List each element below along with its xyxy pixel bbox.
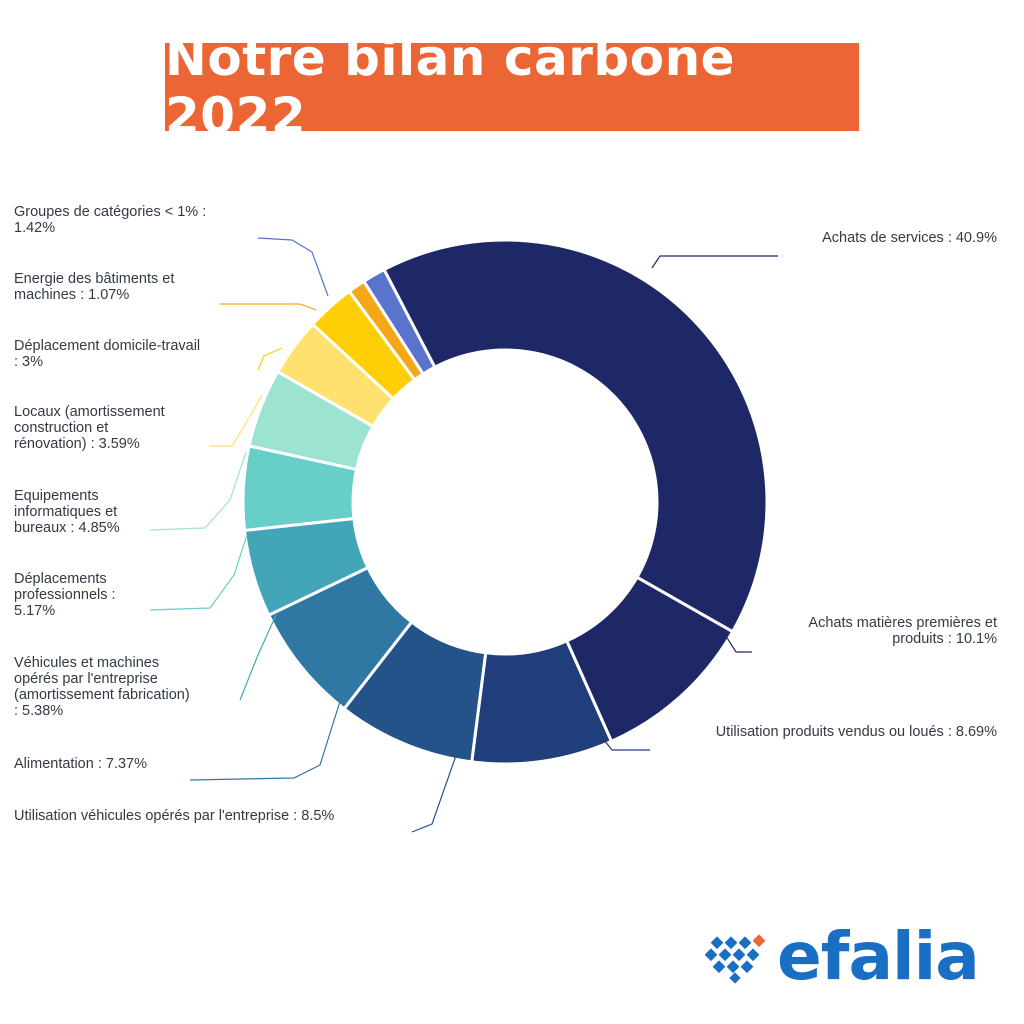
leader-line	[149, 534, 248, 611]
efalia-logo: efalia	[704, 918, 995, 995]
donut-slice[interactable]	[382, 238, 769, 634]
leader-line	[651, 255, 778, 269]
leader-line	[599, 734, 650, 751]
slice-label: Déplacement domicile-travail : 3%	[14, 338, 201, 370]
slice-label: Utilisation véhicules opérés par l'entre…	[14, 808, 335, 824]
slice-label: Equipements informatiques et bureaux : 4…	[14, 488, 120, 536]
slice-label: Energie des bâtiments et machines : 1.07…	[14, 271, 175, 303]
slice-label: Locaux (amortissement construction et ré…	[14, 404, 165, 452]
title-banner: Notre bilan carbone 2022	[165, 29, 859, 145]
leader-line	[239, 614, 277, 701]
leader-line	[257, 347, 283, 371]
slice-label: Groupes de catégories < 1% : 1.42%	[14, 204, 207, 236]
page-title: Notre bilan carbone 2022	[165, 29, 736, 145]
leader-line	[189, 694, 343, 781]
slice-label: Véhicules et machines opérés par l'entre…	[14, 655, 190, 719]
leader-line	[411, 746, 460, 833]
leader-line	[210, 394, 263, 447]
donut-slice[interactable]	[362, 268, 437, 376]
leader-line	[721, 629, 752, 653]
slice-label: Achats de services : 40.9%	[822, 230, 997, 246]
leader-line	[257, 237, 329, 297]
slice-label: Déplacements professionnels : 5.17%	[14, 571, 116, 619]
efalia-logo-mark-icon	[704, 934, 766, 984]
slice-label: Utilisation produits vendus ou loués : 8…	[715, 724, 997, 740]
brand-name: efalia	[777, 918, 980, 995]
leader-line	[149, 451, 247, 531]
slice-label: Alimentation : 7.37%	[14, 756, 147, 772]
slice-label: Achats matières premières et produits : …	[808, 615, 997, 647]
leader-line	[220, 303, 317, 311]
